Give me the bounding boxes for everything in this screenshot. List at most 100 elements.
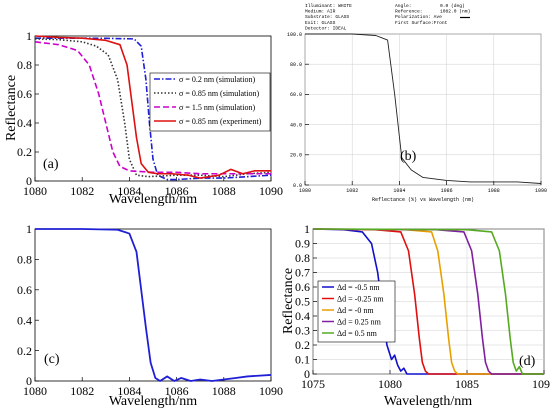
panel-b-header-cell-0-0: Illuminant: WHITE [305, 3, 352, 9]
panel-3-series-line-3 [312, 228, 544, 375]
panel-b-header-cell-0-1: Angle: [395, 3, 412, 9]
panel-0-x-tick-label-2: 1084 [117, 184, 141, 198]
panel-3-y-tick-label-6: 0.6 [295, 280, 310, 294]
panel-0-series-line-0 [35, 37, 272, 181]
panel-a-legend: σ = 0.2 nm (simulation) σ = 0.85 nm (simu… [149, 72, 271, 132]
panel-0-legend-label-1: σ = 0.85 nm (simulation) [179, 89, 259, 98]
panel-0-legend-label-2: σ = 1.5 nm (simulation) [179, 103, 255, 112]
panel-2-x-tick-label-1: 1082 [70, 384, 94, 398]
panel-b-header-cell-1-0: Medium: AIR [305, 9, 336, 15]
panel-0-series-line-2 [34, 41, 271, 175]
panel-2-y-tick-label-3: 0.6 [17, 283, 32, 297]
panel-d-tag: (d) [519, 354, 536, 369]
panel-3-y-tick-label-10: 1 [304, 222, 310, 236]
panel-3-series-line-1 [312, 228, 544, 375]
panel-0-y-tick-label-4: 0.8 [17, 58, 32, 72]
panel-2-y-tick-label-1: 0.2 [17, 344, 32, 358]
panel-1-y-tick-label-1: 20.0 [290, 153, 302, 159]
panel-d-series [312, 228, 544, 375]
panel-1-x-tick-label-0: 1080 [299, 188, 311, 194]
panel-3-legend-label-3: Δd = 0.25 nm [337, 317, 382, 326]
panel-2-x-tick-label-2: 1084 [117, 384, 141, 398]
panel-a-series [34, 35, 272, 181]
panel-0-y-tick-label-2: 0.4 [17, 116, 32, 130]
panel-b-header-cell-2-1: Polarization: Ave [395, 14, 442, 20]
panel-a-tag: (a) [43, 157, 59, 172]
panel-2-y-tick-label-4: 0.8 [17, 253, 32, 267]
panel-0-x-tick-label-4: 1088 [212, 184, 236, 198]
panel-d-legend-box [317, 280, 396, 343]
panel-c-tag: (c) [44, 352, 60, 367]
panel-3-y-tick-label-4: 0.4 [295, 309, 310, 323]
panel-2-x-tick-label-0: 1080 [23, 384, 47, 398]
panel-0-x-tick-label-3: 1086 [165, 184, 189, 198]
panel-3-x-tick-label-0: 1075 [301, 377, 325, 391]
panel-3-x-tick-label-3: 1090 [532, 377, 550, 391]
panel-0-x-tick-label-0: 1080 [23, 184, 47, 198]
panel-3-series-line-2 [312, 228, 544, 375]
panel-b-plot-area [304, 33, 542, 186]
panel-0-y-tick-label-0: 0 [26, 174, 32, 188]
panel-c-plot-area [34, 228, 272, 382]
panel-1-x-tick-label-3: 1086 [441, 188, 453, 194]
panel-a-ticks: 1080 1082 1084 1086 1088 1090 0 0.2 0.4 0.6 0.8 1 [17, 29, 283, 198]
panel-0-legend-label-3: σ = 0.85 nm (experiment) [179, 117, 262, 126]
panel-b-header-cell-1-2: 1082.0 (nm) [440, 9, 470, 15]
panel-d-y-axis-label: Reflectance [281, 268, 296, 334]
panel-2-y-tick-label-2: 0.4 [17, 313, 32, 327]
panel-b-grid [304, 33, 542, 186]
panel-0-series-line-3 [34, 35, 271, 179]
panel-3-y-tick-label-9: 0.9 [295, 237, 310, 251]
panel-3-y-tick-label-3: 0.3 [295, 324, 310, 338]
panel-a-y-axis-label: Reflectance [4, 75, 19, 141]
panel-3-legend-label-2: Δd = -0 nm [337, 306, 374, 315]
panel-0-x-tick-label-5: 1090 [259, 184, 283, 198]
panel-a-legend-items: σ = 0.2 nm (simulation) σ = 0.85 nm (simu… [154, 75, 262, 126]
panel-3-y-tick-label-5: 0.5 [295, 295, 310, 309]
panel-0-legend-label-0: σ = 0.2 nm (simulation) [179, 75, 255, 84]
panel-c-x-axis-label: Wavelength/nm [109, 394, 197, 409]
panel-b-series [305, 33, 542, 184]
panel-a-x-axis-label: Wavelength/nm [109, 192, 197, 207]
panel-b-header: Illuminant: WHITE Angle: 0.0 (deg) Medium: … [305, 3, 470, 31]
panel-b-header-cell-2-0: Substrate: GLASS [305, 14, 349, 20]
panel-1-y-tick-label-5: 100.0 [287, 32, 302, 38]
panel-0-y-tick-label-3: 0.6 [17, 87, 32, 101]
panel-1-x-tick-label-5: 1090 [535, 188, 547, 194]
panel-1-y-tick-label-4: 80.0 [290, 62, 302, 68]
panel-3-x-tick-label-2: 1085 [455, 377, 479, 391]
panel-b-header-cell-4-0: Detector: IDEAL [305, 25, 347, 31]
panel-1-x-tick-label-1: 1082 [346, 188, 358, 194]
panel-0-y-tick-label-5: 1 [26, 29, 32, 43]
panel-2-x-tick-label-5: 1090 [259, 384, 283, 398]
panel-1-y-tick-label-0: 0.0 [293, 183, 302, 189]
panel-0-y-tick-label-1: 0.2 [17, 145, 32, 159]
panel-2-x-tick-label-4: 1088 [212, 384, 236, 398]
panel-2-series-line-0 [35, 228, 272, 382]
panel-2-x-tick-label-3: 1086 [165, 384, 189, 398]
panel-d: 107510801085109000.10.20.30.40.50.60.70.… [281, 222, 550, 409]
panel-3-y-tick-label-1: 0.1 [295, 353, 310, 367]
panel-b-header-cell-3-1: First Surface:Front [395, 20, 448, 26]
panel-b-header-cell-1-1: Reference: [395, 9, 423, 15]
panel-d-x-axis-label: Wavelength/nm [384, 394, 472, 409]
panel-b-header-cell-3-0: Exit: GLASS [305, 20, 336, 26]
panel-1-x-tick-label-4: 1088 [488, 188, 500, 194]
panel-3-x-tick-label-1: 1080 [378, 377, 402, 391]
panel-3-legend-label-0: Δd = -0.5 nm [337, 283, 380, 292]
panel-b-tag: (b) [400, 149, 417, 164]
panel-2-y-tick-label-5: 1 [26, 222, 32, 236]
panel-b-header-cell-0-2: 0.0 (deg) [440, 3, 465, 9]
panel-d-legend: Δd = -0.5 nm Δd = -0.25 nm Δd = -0 nm Δd = … [317, 280, 396, 343]
panel-d-legend-items: Δd = -0.5 nm Δd = -0.25 nm Δd = -0 nm Δd = … [322, 283, 384, 338]
panel-3-y-tick-label-8: 0.8 [295, 251, 310, 265]
panel-d-ticks: 107510801085109000.10.20.30.40.50.60.70.… [295, 222, 550, 391]
panel-1-y-tick-label-3: 60.0 [290, 92, 302, 98]
panel-3-legend-label-4: Δd = 0.5 nm [337, 329, 378, 338]
panel-c-ticks: 1080 1082 1084 1086 1088 1090 0 0.2 0.4 0.6 0.8 1 [17, 222, 283, 398]
panel-3-y-tick-label-7: 0.7 [295, 266, 310, 280]
panel-1-series-line-0 [305, 33, 542, 184]
panel-0-x-tick-label-1: 1082 [70, 184, 94, 198]
panel-b: Illuminant: WHITE Angle: 0.0 (deg) Medium: … [287, 3, 547, 203]
